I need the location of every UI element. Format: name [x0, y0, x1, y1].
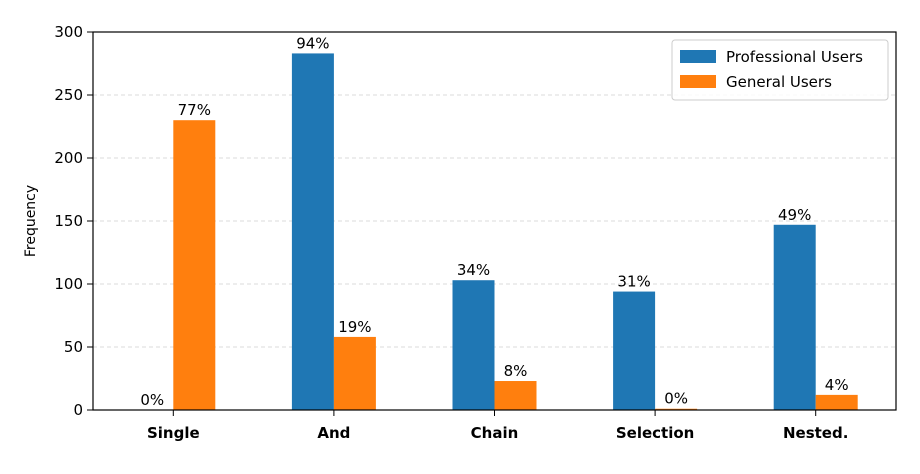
bars-layer — [173, 53, 858, 411]
data-label: 0% — [664, 390, 688, 408]
bar-general-nested — [815, 394, 858, 410]
y-tick-label: 150 — [54, 212, 83, 230]
legend-swatch — [680, 75, 716, 88]
y-tick-label: 300 — [54, 23, 83, 41]
x-tick-label: Single — [147, 424, 200, 442]
y-tick-label: 200 — [54, 149, 83, 167]
y-axis: 0 50 100 150 200 250 300 — [54, 23, 93, 419]
data-label: 8% — [504, 362, 528, 380]
y-tick-label: 50 — [64, 338, 83, 356]
legend-label: Professional Users — [726, 48, 863, 66]
bar-professional-nested — [773, 224, 816, 410]
data-label: 77% — [178, 101, 211, 119]
data-label: 4% — [825, 376, 849, 394]
y-tick-label: 250 — [54, 86, 83, 104]
data-label: 0% — [140, 391, 164, 409]
bar-general-chain — [494, 381, 537, 410]
data-label: 94% — [296, 34, 329, 52]
bar-general-selection — [655, 408, 698, 410]
x-tick-label: Nested. — [783, 424, 848, 442]
x-tick-label: Chain — [471, 424, 519, 442]
legend-box — [671, 39, 889, 101]
x-tick-label: And — [317, 424, 350, 442]
bar-professional-selection — [613, 291, 656, 410]
data-label: 34% — [457, 261, 490, 279]
data-label: 49% — [778, 206, 811, 224]
bar-general-single — [173, 120, 216, 410]
y-axis-title: Frequency — [23, 185, 39, 257]
data-label: 31% — [617, 273, 650, 291]
bar-general-and — [333, 336, 376, 410]
x-tick-label: Selection — [616, 424, 694, 442]
y-tick-label: 0 — [73, 401, 83, 419]
bar-professional-chain — [452, 280, 495, 410]
legend: Professional Users General Users — [671, 39, 889, 101]
y-tick-label: 100 — [54, 275, 83, 293]
legend-label: General Users — [726, 73, 832, 91]
data-label: 19% — [338, 318, 371, 336]
x-axis: Single And Chain Selection Nested. — [147, 410, 848, 442]
data-labels-layer: 0% 77% 94% 19% 34% 8% 31% 0% 49% 4% — [140, 34, 848, 409]
legend-swatch — [680, 50, 716, 63]
bar-professional-and — [291, 53, 334, 411]
